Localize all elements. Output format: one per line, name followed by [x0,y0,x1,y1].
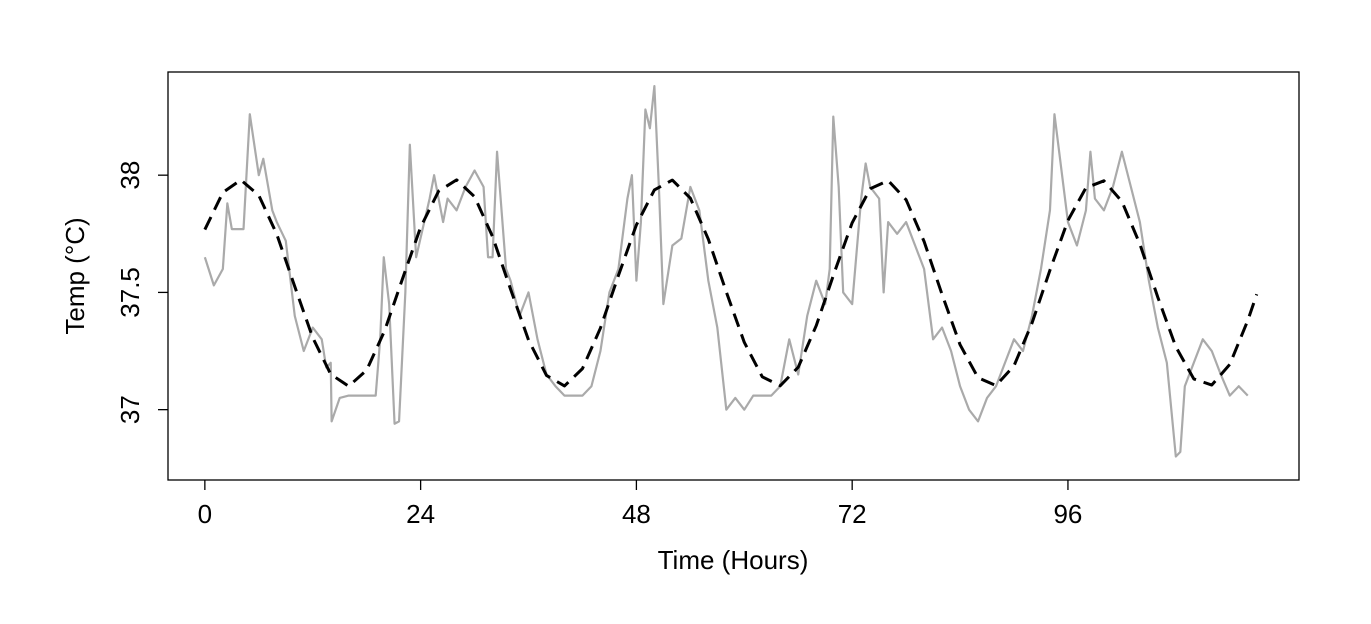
x-axis-label: Time (Hours) [658,545,809,575]
y-axis-label: Temp (°C) [60,217,90,334]
data-line [203,84,1249,458]
y-tick-label: 37.5 [115,267,145,318]
x-tick-label: 48 [622,499,651,529]
y-tick-label: 38 [115,161,145,190]
x-tick-label: 72 [838,499,867,529]
x-tick-label: 0 [198,499,212,529]
fit-line [203,178,1259,388]
plot-box [167,71,1300,481]
x-tick-label: 96 [1053,499,1082,529]
x-tick-label: 24 [406,499,435,529]
y-tick-label: 37 [115,395,145,424]
